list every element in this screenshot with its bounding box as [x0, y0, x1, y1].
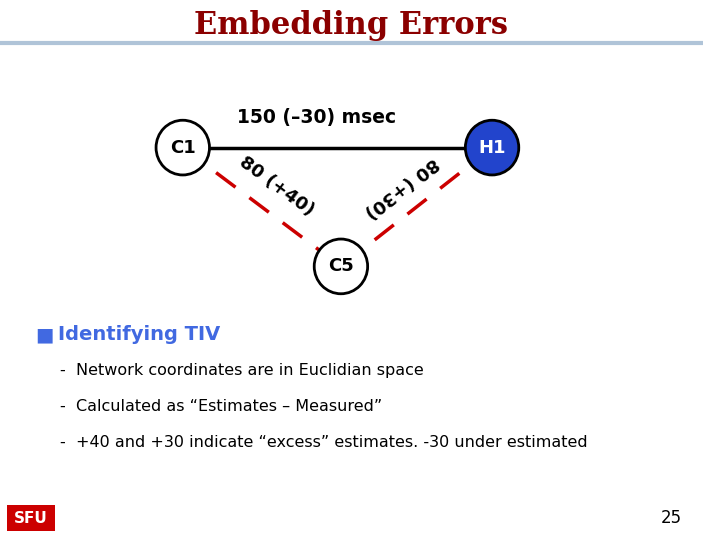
Circle shape — [465, 120, 519, 175]
Text: Identifying TIV: Identifying TIV — [58, 325, 220, 345]
Text: Embedding Errors: Embedding Errors — [194, 10, 508, 40]
Text: SFU: SFU — [14, 511, 48, 526]
Text: -  +40 and +30 indicate “excess” estimates. -30 under estimated: - +40 and +30 indicate “excess” estimate… — [60, 435, 588, 450]
Circle shape — [156, 120, 210, 175]
Text: -  Calculated as “Estimates – Measured”: - Calculated as “Estimates – Measured” — [60, 399, 382, 414]
Circle shape — [314, 239, 368, 294]
Text: -  Network coordinates are in Euclidian space: - Network coordinates are in Euclidian s… — [60, 363, 423, 379]
Text: C5: C5 — [328, 258, 354, 275]
Text: 150 (–30) msec: 150 (–30) msec — [237, 108, 396, 127]
Text: C1: C1 — [170, 139, 196, 157]
Text: H1: H1 — [478, 139, 506, 157]
Text: 25: 25 — [661, 509, 682, 528]
FancyBboxPatch shape — [7, 505, 55, 531]
Text: ■: ■ — [35, 325, 53, 345]
Text: 80 (+30): 80 (+30) — [361, 153, 442, 221]
Text: 80 (+40): 80 (+40) — [235, 153, 317, 220]
